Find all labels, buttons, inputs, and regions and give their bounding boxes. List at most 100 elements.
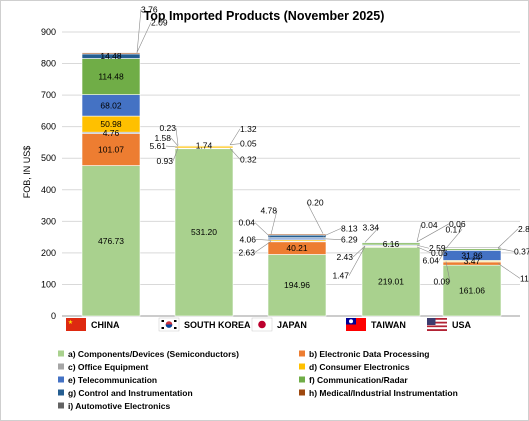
legend-label: d) Consumer Electronics (309, 362, 410, 372)
data-label-taiwan-5: 2.59 (429, 243, 446, 253)
legend-item-5: e) Telecommunication (58, 375, 157, 385)
china-flag-icon: ★ (66, 318, 86, 331)
data-label-south-korea-2: 0.32 (240, 154, 257, 164)
leader-line (352, 245, 366, 258)
data-label-china-4: 50.98 (100, 119, 122, 129)
y-axis-ticks: 0 100 200 300 400 500 600 700 800 900 (41, 27, 56, 321)
data-label-japan-7: 8.13 (341, 223, 358, 233)
data-label-china-3: 4.76 (103, 128, 120, 138)
leader-line (497, 228, 519, 249)
leader-line (170, 137, 179, 147)
leader-line (348, 246, 366, 276)
taiwan-flag-icon (346, 318, 366, 331)
legend: a) Components/Devices (Semiconductors) b)… (58, 349, 458, 411)
y-tick-label: 200 (41, 248, 56, 258)
legend-swatch (299, 376, 305, 383)
data-label-usa-2: 11.43 (520, 273, 529, 283)
legend-label: g) Control and Instrumentation (68, 388, 193, 398)
leader-line (322, 238, 342, 240)
y-tick-label: 0 (51, 311, 56, 321)
category-label-china: CHINA (91, 320, 120, 330)
legend-item-8: h) Medical/Industrial Instrumentation (299, 388, 458, 398)
leader-line (172, 148, 179, 162)
data-label-usa-8: 0.17 (445, 224, 462, 234)
legend-label: e) Telecommunication (68, 375, 157, 385)
data-label-taiwan-6: 6.16 (383, 239, 400, 249)
bar-segment-china-2 (81, 133, 141, 166)
leader-line (136, 22, 152, 53)
bar-segment-south-korea-1 (174, 148, 234, 317)
leader-line (438, 249, 447, 261)
legend-swatch (58, 350, 64, 357)
leader-line (270, 210, 278, 235)
legend-swatch (299, 389, 305, 396)
data-label-usa-5: 31.86 (461, 250, 483, 260)
leader-line (229, 128, 241, 146)
data-label-china-6: 114.48 (98, 72, 124, 82)
legend-label: c) Office Equipment (68, 362, 148, 372)
leader-line (497, 263, 521, 279)
leader-line (254, 222, 272, 238)
leader-line (175, 128, 179, 146)
data-label-japan-6: 0.04 (238, 218, 255, 228)
leader-line (254, 241, 272, 253)
leader-line (416, 246, 432, 254)
data-label-china-9: 2.09 (151, 17, 168, 27)
legend-swatch (58, 363, 64, 370)
data-label-china-8: 3.76 (141, 4, 158, 14)
y-tick-label: 700 (41, 90, 56, 100)
legend-item-7: g) Control and Instrumentation (58, 388, 193, 398)
south-korea-flag-icon (158, 317, 180, 332)
y-tick-label: 300 (41, 216, 56, 226)
leader-line (416, 224, 422, 242)
legend-item-1: a) Components/Devices (Semiconductors) (58, 349, 239, 359)
category-label-south-korea: SOUTH KOREA (184, 320, 251, 330)
legend-swatch (58, 402, 64, 409)
category-axis: ★ CHINA SOUTH KOREA JAPAN TAIWAN USA (66, 317, 472, 332)
legend-item-3: c) Office Equipment (58, 362, 148, 372)
legend-label: h) Medical/Industrial Instrumentation (309, 388, 458, 398)
bar-segment-south-korea-9 (174, 144, 234, 146)
leader-line (445, 261, 451, 282)
legend-label: a) Components/Devices (Semiconductors) (68, 349, 239, 359)
data-label-south-korea-8: 1.32 (240, 124, 257, 134)
bar-segment-japan-1 (267, 254, 327, 317)
leader-line (322, 228, 342, 237)
y-axis-label: FOB, IN US$ (22, 146, 32, 199)
leader-line (416, 244, 430, 249)
bar-segment-taiwan-9 (361, 241, 421, 243)
data-label-taiwan-1: 219.01 (378, 276, 404, 286)
legend-item-2: b) Electronic Data Processing (299, 349, 429, 359)
data-label-taiwan-2: 0.05 (431, 248, 448, 258)
bar-segment-usa-9 (442, 247, 502, 249)
leader-line (445, 229, 463, 249)
leader-line (229, 143, 241, 145)
leader-line (136, 9, 142, 54)
legend-swatch (299, 350, 305, 357)
data-label-south-korea-4: 5.61 (149, 141, 166, 151)
data-label-china-5: 68.02 (100, 100, 122, 110)
svg-text:★: ★ (68, 319, 73, 326)
bar-segment-china-9 (81, 51, 141, 54)
data-label-taiwan-4: 2.43 (336, 252, 353, 262)
bar-stacks (81, 51, 502, 317)
bar-segment-taiwan-1 (361, 246, 421, 317)
chart-title: Top Imported Products (November 2025) (144, 9, 385, 23)
data-label-south-korea-7: 0.23 (159, 123, 176, 133)
legend-item-4: d) Consumer Electronics (299, 362, 410, 372)
data-label-south-korea-5: 1.58 (154, 133, 171, 143)
data-labels: 476.73 531.20 194.96 219.01 161.06 101.07 0.32… (98, 4, 529, 295)
legend-swatch (58, 389, 64, 396)
data-label-china-1: 476.73 (98, 236, 124, 246)
y-tick-label: 500 (41, 153, 56, 163)
leader-line (497, 248, 515, 252)
data-label-usa-7: 0.37 (514, 246, 529, 256)
data-label-japan-3: 2.63 (238, 247, 255, 257)
category-label-japan: JAPAN (277, 320, 307, 330)
data-label-south-korea-1: 531.20 (191, 227, 217, 237)
category-label-usa: USA (452, 320, 472, 330)
category-label-taiwan: TAIWAN (371, 320, 406, 330)
legend-label: f) Communication/Radar (309, 375, 408, 385)
y-tick-label: 400 (41, 185, 56, 195)
data-label-usa-6: 6.04 (422, 255, 439, 265)
